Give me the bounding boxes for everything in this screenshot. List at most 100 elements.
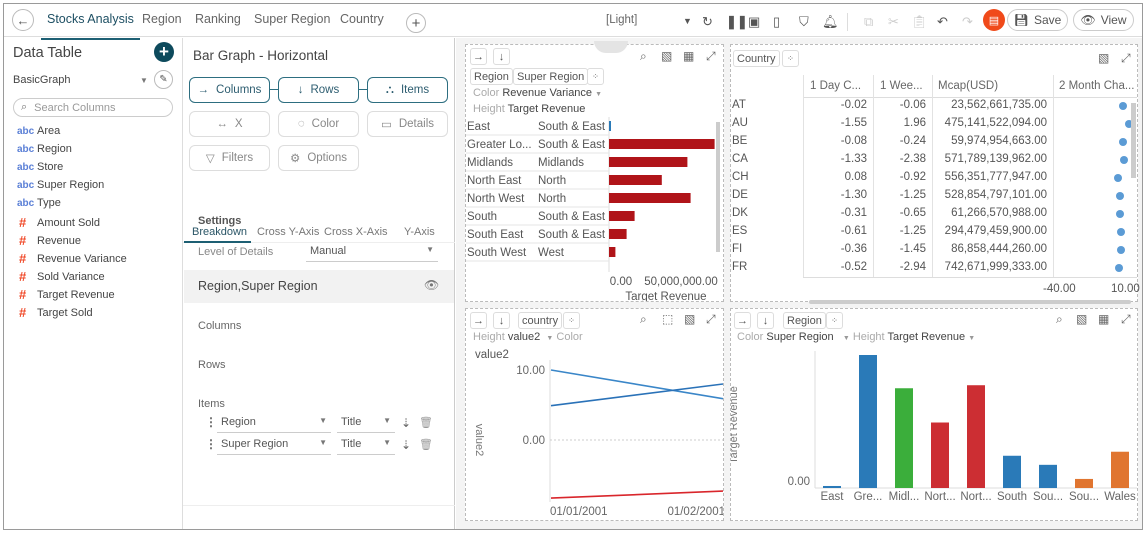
drag-handle-icon[interactable]: ⋮ — [205, 437, 217, 451]
column-item[interactable]: # Sold Variance — [17, 269, 105, 284]
region-chip[interactable]: Region — [470, 68, 513, 85]
add-item-icon[interactable]: ⁘ — [587, 68, 604, 85]
bookmark-icon[interactable]: ⛉ — [799, 14, 809, 29]
copy-icon[interactable]: ⧉ — [864, 14, 874, 29]
region-chip[interactable]: Region — [783, 312, 826, 329]
country-chip[interactable]: Country — [733, 50, 780, 67]
excel-icon[interactable]: ▧ — [1076, 312, 1088, 326]
x-button[interactable]: ↔ X — [189, 111, 270, 137]
bar[interactable] — [609, 121, 611, 131]
pause-icon[interactable]: ❚❚ — [726, 14, 748, 29]
comment-button[interactable]: ▤ — [983, 9, 1005, 31]
table-icon[interactable]: ▦ — [1098, 312, 1110, 326]
theme-dropdown-icon[interactable]: ▼ — [683, 16, 692, 26]
bar[interactable] — [931, 422, 949, 488]
items-button[interactable]: ⛬ Items — [367, 77, 448, 103]
country-chip[interactable]: country — [518, 312, 563, 329]
color-setting[interactable]: Color Revenue Variance ▼ — [473, 87, 602, 99]
theme-select[interactable]: [Light] — [606, 14, 638, 26]
pdf-icon[interactable]: ▯ — [773, 14, 781, 29]
add-tab-button[interactable]: + — [406, 13, 426, 33]
dot-marker[interactable] — [1125, 120, 1133, 128]
column-item[interactable]: # Target Revenue — [17, 287, 115, 302]
tab-breakdown[interactable]: Breakdown — [192, 226, 248, 238]
height-setting[interactable]: Height Target Revenue — [473, 103, 585, 115]
select-area-icon[interactable]: ⬚ — [662, 312, 674, 326]
tab-super-region[interactable]: Super Region — [254, 12, 331, 26]
cut-icon[interactable]: ✂ — [888, 14, 899, 29]
bar[interactable] — [609, 139, 715, 149]
color-height-settings[interactable]: Color Super Region ▼ Height Target Reven… — [737, 331, 975, 343]
column-item[interactable]: abc Type — [17, 197, 61, 209]
bar[interactable] — [1075, 478, 1093, 488]
add-row-button[interactable]: ↓ — [493, 48, 510, 65]
search-icon[interactable]: ⌕ — [640, 312, 647, 326]
trash-icon[interactable]: 🗑︎ — [419, 417, 433, 429]
save-button[interactable]: 💾︎ Save — [1007, 9, 1068, 31]
paste-icon[interactable]: 📋︎ — [911, 14, 928, 29]
height-setting[interactable]: Height value2 ▼ Color — [473, 331, 583, 343]
dot-marker[interactable] — [1119, 156, 1128, 164]
bar[interactable] — [1003, 455, 1021, 488]
bar[interactable] — [609, 247, 616, 257]
tab-ranking[interactable]: Ranking — [195, 12, 241, 26]
column-item[interactable]: # Target Sold — [17, 305, 93, 320]
series-line[interactable] — [550, 383, 723, 407]
trash-icon[interactable]: 🗑︎ — [419, 439, 433, 451]
maximize-icon[interactable]: ⤢ — [706, 49, 716, 63]
bar[interactable] — [823, 485, 841, 488]
bar[interactable] — [1111, 451, 1129, 488]
columns-button[interactable]: → Columns — [189, 77, 270, 103]
item-field-select[interactable]: Super Region ▼ — [217, 438, 331, 455]
excel-icon[interactable]: ▧ — [661, 49, 673, 63]
maximize-icon[interactable]: ⤢ — [1121, 51, 1131, 65]
maximize-icon[interactable]: ⤢ — [1121, 312, 1131, 326]
options-button[interactable]: ⚙ Options — [278, 145, 359, 171]
item-mode-select[interactable]: Title ▼ — [337, 416, 395, 433]
color-button[interactable]: ◌ Color — [278, 111, 359, 137]
dot-marker[interactable] — [1114, 174, 1123, 182]
add-column-button[interactable]: → — [734, 312, 751, 329]
maximize-icon[interactable]: ⤢ — [706, 312, 716, 326]
excel-icon[interactable]: ▧ — [684, 312, 696, 326]
snapshot-icon[interactable]: ▣ — [748, 14, 761, 29]
add-data-table-button[interactable]: + — [154, 42, 174, 62]
drag-handle[interactable] — [594, 41, 628, 53]
drag-handle-icon[interactable]: ⋮ — [205, 415, 217, 429]
column-item[interactable]: # Revenue — [17, 233, 81, 248]
sort-icon[interactable]: ⇣ — [401, 416, 412, 430]
column-header[interactable]: 1 Day C... — [810, 80, 862, 92]
vertical-scrollbar[interactable] — [1131, 103, 1136, 178]
add-item-icon[interactable]: ⁘ — [782, 50, 799, 67]
add-item-icon[interactable]: ⁘ — [826, 312, 843, 329]
add-row-button[interactable]: ↓ — [493, 312, 510, 329]
dot-marker[interactable] — [1119, 102, 1127, 110]
dot-marker[interactable] — [1116, 246, 1125, 254]
filters-button[interactable]: ▽ Filters — [189, 145, 270, 171]
column-header[interactable]: Mcap(USD) — [938, 80, 999, 92]
search-icon[interactable]: ⌕ — [640, 49, 647, 63]
excel-icon[interactable]: ▧ — [1098, 51, 1110, 65]
column-item[interactable]: abc Store — [17, 161, 63, 173]
tab-y-axis[interactable]: Y-Axis — [404, 226, 435, 238]
scrollbar[interactable] — [716, 122, 720, 252]
add-column-button[interactable]: → — [470, 48, 487, 65]
horizontal-scrollbar[interactable] — [809, 300, 1131, 304]
tab-country[interactable]: Country — [340, 12, 384, 26]
column-header[interactable]: 1 Wee... — [880, 80, 923, 92]
column-item[interactable]: abc Super Region — [17, 179, 104, 191]
eye-icon[interactable]: 👁︎ — [424, 278, 440, 292]
super-region-chip[interactable]: Super Region — [513, 68, 589, 85]
bar[interactable] — [609, 157, 688, 167]
refresh-icon[interactable]: ↻ — [702, 14, 713, 29]
sort-icon[interactable]: ⇣ — [401, 438, 412, 452]
tab-cross-y-axis[interactable]: Cross Y-Axis — [257, 226, 320, 238]
dot-marker[interactable] — [1116, 210, 1125, 218]
level-of-details-select[interactable]: Manual ▼ — [306, 245, 438, 262]
dot-marker[interactable] — [1116, 228, 1125, 236]
tab-stocks-analysis[interactable]: Stocks Analysis — [41, 12, 140, 40]
bar[interactable] — [895, 388, 913, 488]
back-button[interactable]: ← — [12, 9, 34, 31]
dot-marker[interactable] — [1115, 264, 1124, 272]
add-item-icon[interactable]: ⁘ — [563, 312, 580, 329]
